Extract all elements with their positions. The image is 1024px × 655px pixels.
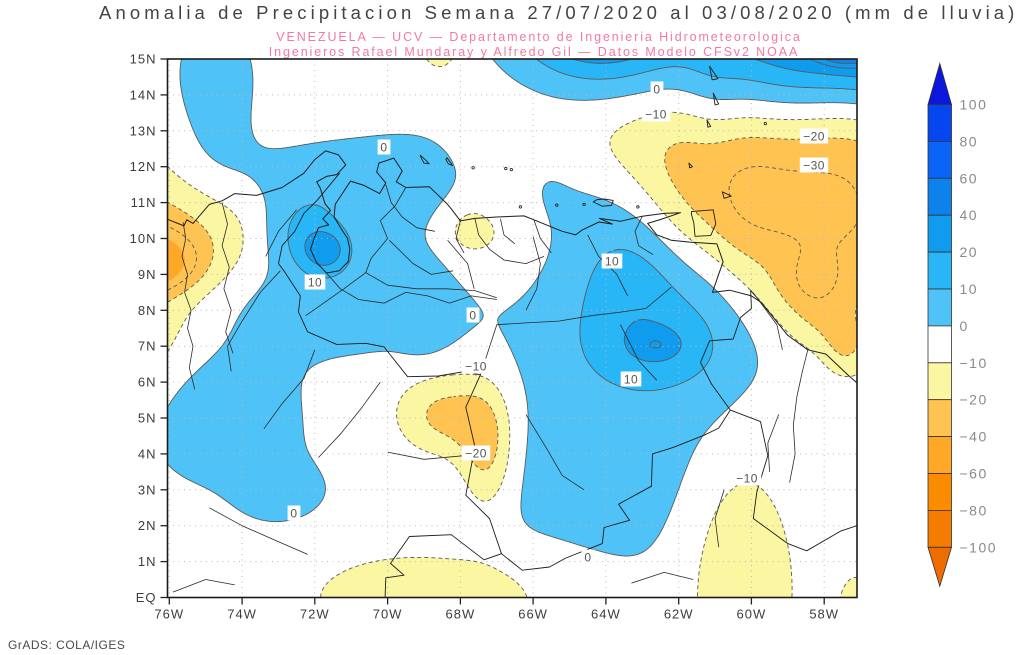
svg-text:0: 0 [960, 318, 969, 334]
svg-text:68W: 68W [446, 607, 476, 622]
svg-text:70W: 70W [373, 607, 403, 622]
svg-text:76W: 76W [154, 607, 184, 622]
svg-text:8N: 8N [138, 303, 157, 318]
svg-text:100: 100 [960, 97, 988, 113]
svg-text:10: 10 [624, 373, 638, 387]
svg-text:20: 20 [960, 244, 979, 260]
svg-text:−80: −80 [960, 502, 988, 518]
svg-text:11N: 11N [131, 195, 157, 210]
svg-text:−20: −20 [465, 447, 487, 461]
svg-text:1N: 1N [138, 554, 157, 569]
svg-text:58W: 58W [809, 607, 839, 622]
svg-text:−10: −10 [736, 472, 758, 486]
svg-text:VENEZUELA — UCV — Departamento: VENEZUELA — UCV — Departamento de Ingeni… [276, 30, 801, 44]
svg-text:10: 10 [960, 281, 979, 297]
svg-text:Ingenieros Rafael Mundaray y A: Ingenieros Rafael Mundaray y Alfredo Gil… [269, 45, 799, 59]
svg-text:−100: −100 [960, 539, 998, 555]
svg-text:9N: 9N [138, 267, 157, 282]
svg-text:15N: 15N [130, 52, 157, 67]
svg-text:10: 10 [605, 255, 619, 269]
svg-text:−10: −10 [645, 108, 667, 122]
svg-text:0: 0 [290, 507, 297, 521]
svg-text:−60: −60 [960, 466, 988, 482]
svg-text:3N: 3N [138, 482, 157, 497]
svg-text:Anomalia de Precipitacion Sema: Anomalia de Precipitacion Semana 27/07/2… [99, 2, 1018, 23]
svg-text:4N: 4N [138, 446, 157, 461]
svg-text:7N: 7N [138, 339, 157, 354]
svg-text:0: 0 [584, 551, 591, 565]
svg-text:13N: 13N [130, 123, 157, 138]
svg-text:EQ: EQ [136, 590, 157, 605]
svg-text:40: 40 [960, 207, 979, 223]
svg-text:5N: 5N [138, 411, 157, 426]
svg-text:74W: 74W [227, 607, 257, 622]
svg-text:0: 0 [653, 83, 660, 97]
svg-text:−30: −30 [803, 159, 825, 173]
svg-text:0: 0 [469, 309, 476, 323]
svg-text:66W: 66W [518, 607, 548, 622]
svg-text:6N: 6N [138, 375, 157, 390]
svg-text:−20: −20 [960, 392, 988, 408]
svg-text:60: 60 [960, 170, 979, 186]
svg-text:64W: 64W [591, 607, 621, 622]
svg-text:GrADS: COLA/IGES: GrADS: COLA/IGES [8, 638, 125, 652]
svg-text:62W: 62W [664, 607, 694, 622]
svg-text:60W: 60W [737, 607, 767, 622]
svg-text:72W: 72W [300, 607, 330, 622]
svg-text:−10: −10 [960, 355, 988, 371]
svg-text:14N: 14N [130, 87, 157, 102]
svg-text:−10: −10 [465, 360, 487, 374]
svg-text:10: 10 [308, 276, 322, 290]
svg-text:80: 80 [960, 133, 979, 149]
svg-text:2N: 2N [138, 518, 157, 533]
svg-text:−20: −20 [803, 130, 825, 144]
svg-text:−40: −40 [960, 429, 988, 445]
svg-text:12N: 12N [130, 159, 157, 174]
svg-text:0: 0 [380, 141, 387, 155]
svg-text:10N: 10N [130, 231, 157, 246]
